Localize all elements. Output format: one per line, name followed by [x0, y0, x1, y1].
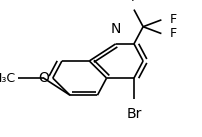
Text: F: F	[169, 13, 176, 26]
Text: Br: Br	[126, 107, 141, 121]
Text: F: F	[169, 27, 176, 40]
Text: O: O	[38, 71, 49, 85]
Text: F: F	[130, 0, 137, 4]
Text: H₃C: H₃C	[0, 72, 16, 85]
Text: N: N	[110, 22, 120, 36]
